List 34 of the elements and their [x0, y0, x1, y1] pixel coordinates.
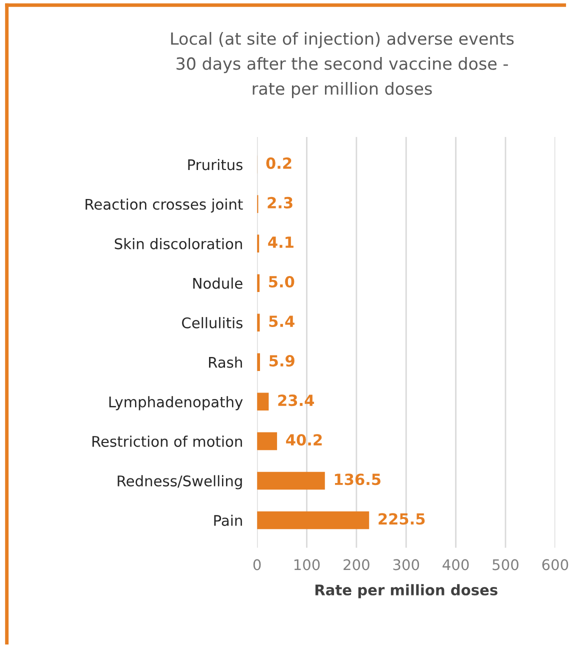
- x-tick-label: 600: [542, 559, 568, 570]
- y-tick-label: Cellulitis: [182, 317, 242, 328]
- y-tick-label: Rash: [209, 356, 242, 368]
- y-tick-label: Redness/Swelling: [118, 475, 242, 490]
- bar: [257, 314, 260, 332]
- bar: [257, 511, 370, 530]
- chart-title: Local (at site of injection) adverse events 30 days after the second vaccine dose - rate per million doses: [171, 32, 514, 98]
- data-label: 40.2: [286, 434, 322, 446]
- x-tick-label: 200: [344, 559, 370, 570]
- data-label: 136.5: [334, 474, 380, 486]
- data-label: 0.2: [266, 157, 292, 169]
- bar: [257, 432, 278, 450]
- data-label: 4.1: [268, 236, 294, 248]
- y-tick-label: Nodule: [193, 278, 242, 289]
- y-tick-label: Skin discoloration: [114, 238, 242, 250]
- data-label: 2.3: [268, 196, 292, 208]
- y-tick-label: Restriction of motion: [92, 436, 242, 447]
- data-label: 5.4: [269, 316, 294, 328]
- x-tick-label: 100: [294, 559, 320, 570]
- x-tick-label: 0: [253, 559, 261, 570]
- data-label: 5.0: [269, 276, 294, 288]
- y-tick-label: Pain: [214, 514, 242, 526]
- y-tick-label: Lymphadenopathy: [109, 396, 243, 410]
- x-tick-label: 500: [492, 559, 518, 570]
- y-tick-label: Pruritus: [188, 158, 242, 170]
- bar: [257, 472, 325, 490]
- y-tick-label: Reaction crosses joint: [86, 198, 243, 213]
- x-axis-title: Rate per million doses: [315, 584, 498, 598]
- data-label: 5.9: [270, 355, 294, 367]
- x-tick-label: 400: [442, 559, 469, 570]
- bar: [257, 392, 269, 411]
- data-label: 23.4: [278, 394, 314, 406]
- x-tick-label: 300: [393, 559, 420, 570]
- data-label: 225.5: [378, 513, 425, 525]
